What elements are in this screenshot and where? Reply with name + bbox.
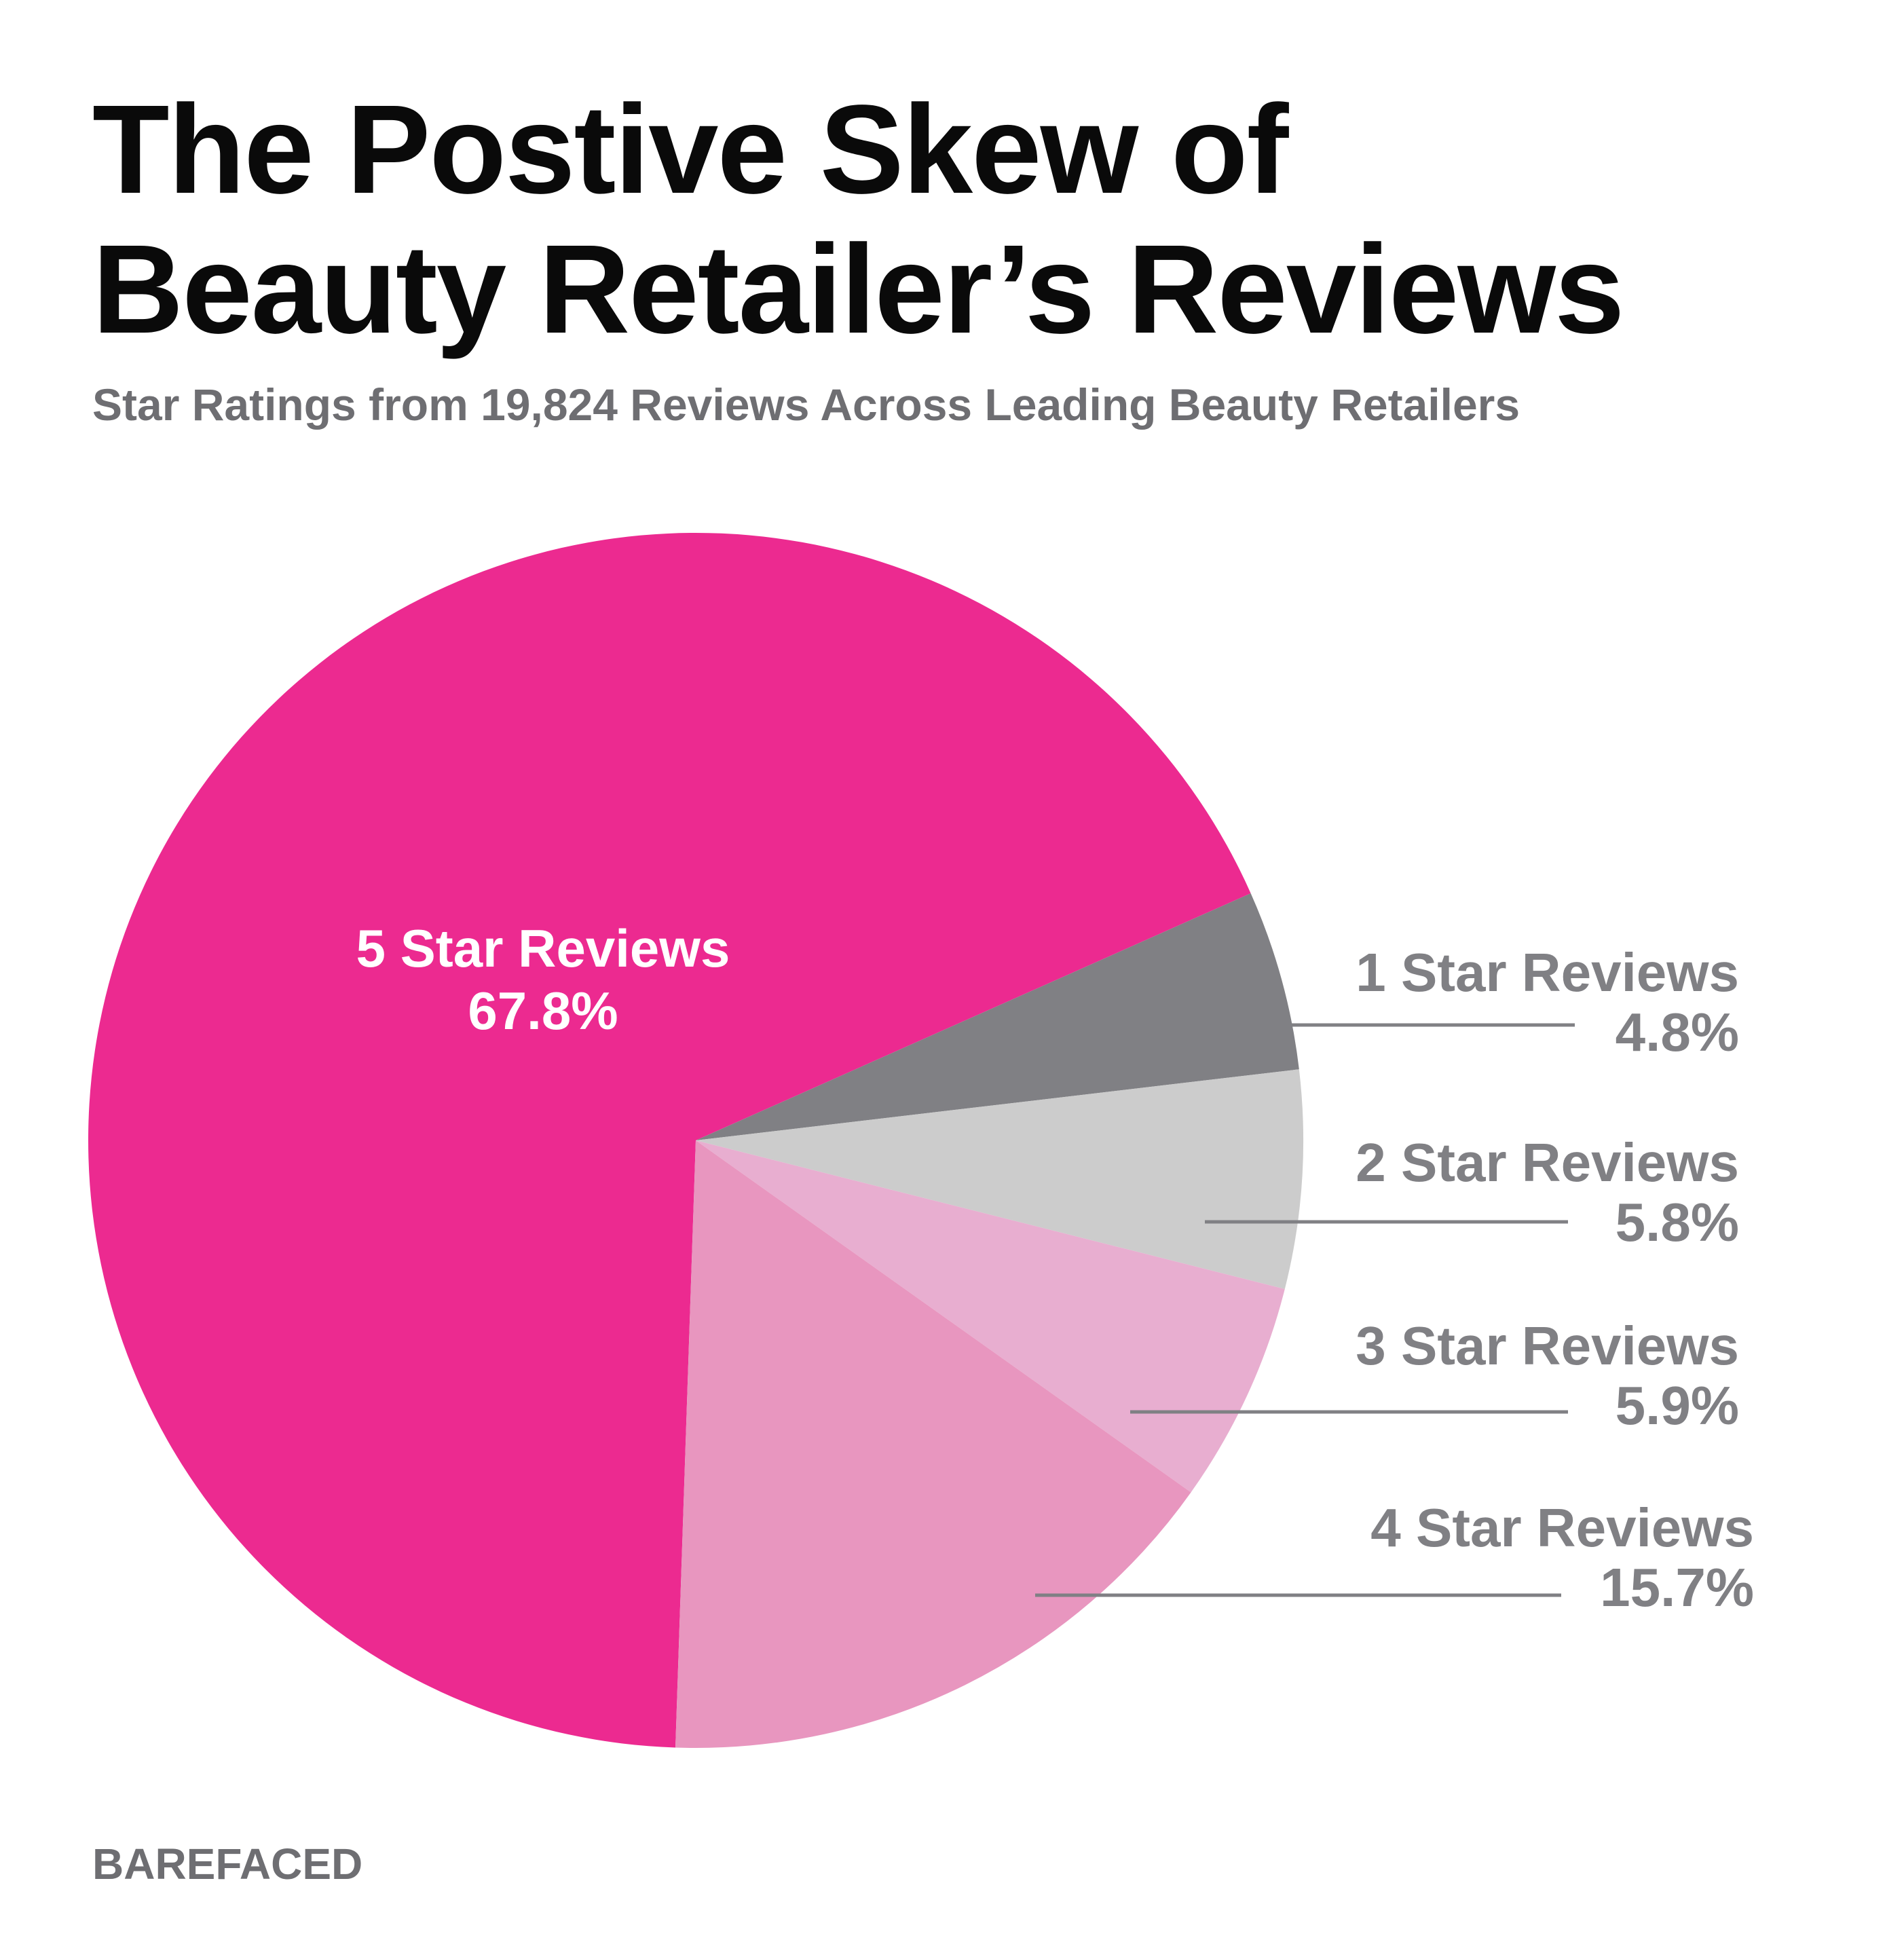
callout-value-1-star: 4.8% [1616,1002,1739,1062]
slice-label-5-star: 5 Star Reviews [356,918,730,978]
callout-label-2-star: 2 Star Reviews [1356,1132,1739,1193]
callout-label-3-star: 3 Star Reviews [1356,1316,1739,1376]
callout-value-2-star: 5.8% [1616,1192,1739,1252]
callout-value-3-star: 5.9% [1616,1375,1739,1436]
chart-subtitle: Star Ratings from 19,824 Reviews Across … [92,379,1520,430]
callout-label-4-star: 4 Star Reviews [1370,1497,1754,1558]
pie-slice-5-star-reviews [88,533,1251,1748]
slice-value-5-star: 67.8% [468,981,618,1041]
chart-title: The Postive Skew of Beauty Retailer’s Re… [92,79,1624,360]
pie-slice-1-star-reviews [696,893,1299,1140]
callout-value-4-star: 15.7% [1600,1557,1754,1618]
callout-label-1-star: 1 Star Reviews [1356,942,1739,1003]
chart-title-line-2: Beauty Retailer’s Reviews [92,219,1624,360]
pie-slice-2-star-reviews [696,1069,1303,1289]
pie-slice-3-star-reviews [696,1140,1285,1493]
brand-logo-text: BAREFACED [92,1840,363,1888]
chart-title-line-1: The Postive Skew of [92,79,1289,220]
